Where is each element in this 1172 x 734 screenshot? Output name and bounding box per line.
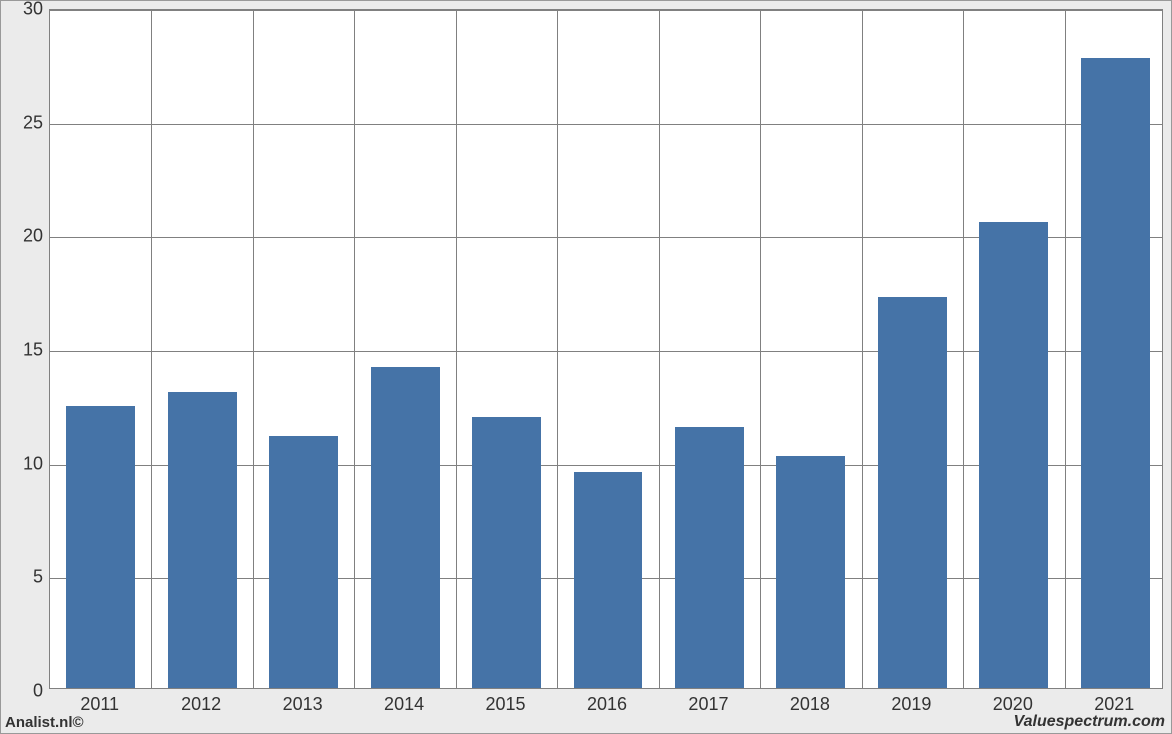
y-axis-label: 20 bbox=[3, 226, 43, 247]
footer-left: Analist.nl© bbox=[5, 714, 84, 731]
gridline-h bbox=[50, 124, 1162, 125]
plot-area bbox=[49, 9, 1163, 689]
gridline-v bbox=[151, 10, 152, 688]
gridline-v bbox=[253, 10, 254, 688]
x-axis-label: 2015 bbox=[486, 694, 526, 715]
bar-2018 bbox=[776, 456, 845, 688]
gridline-v bbox=[963, 10, 964, 688]
bar-2016 bbox=[574, 472, 643, 688]
bar-2021 bbox=[1081, 58, 1150, 688]
y-axis-label: 15 bbox=[3, 340, 43, 361]
x-axis-label: 2014 bbox=[384, 694, 424, 715]
bar-2012 bbox=[168, 392, 237, 688]
gridline-v bbox=[659, 10, 660, 688]
x-axis-label: 2019 bbox=[891, 694, 931, 715]
y-axis-label: 25 bbox=[3, 112, 43, 133]
x-axis-label: 2016 bbox=[587, 694, 627, 715]
bar-2011 bbox=[66, 406, 135, 688]
gridline-h bbox=[50, 10, 1162, 11]
x-axis-label: 2011 bbox=[80, 694, 119, 715]
x-axis-label: 2013 bbox=[283, 694, 323, 715]
gridline-v bbox=[760, 10, 761, 688]
x-axis-label: 2012 bbox=[181, 694, 221, 715]
x-axis-label: 2021 bbox=[1094, 694, 1134, 715]
gridline-v bbox=[354, 10, 355, 688]
bar-2019 bbox=[878, 297, 947, 688]
bar-2013 bbox=[269, 436, 338, 688]
y-axis-label: 5 bbox=[3, 567, 43, 588]
gridline-v bbox=[862, 10, 863, 688]
bar-2014 bbox=[371, 367, 440, 688]
gridline-v bbox=[456, 10, 457, 688]
y-axis-label: 30 bbox=[3, 0, 43, 20]
y-axis-label: 0 bbox=[3, 681, 43, 702]
chart-container: Analist.nl© Valuespectrum.com 0 5 10 15 20 25… bbox=[0, 0, 1172, 734]
bar-2020 bbox=[979, 222, 1048, 688]
x-axis-label: 2020 bbox=[993, 694, 1033, 715]
bar-2017 bbox=[675, 427, 744, 688]
x-axis-label: 2018 bbox=[790, 694, 830, 715]
footer-right: Valuespectrum.com bbox=[1014, 713, 1165, 731]
gridline-v bbox=[1065, 10, 1066, 688]
bar-2015 bbox=[472, 417, 541, 688]
y-axis-label: 10 bbox=[3, 453, 43, 474]
gridline-v bbox=[557, 10, 558, 688]
x-axis-label: 2017 bbox=[688, 694, 728, 715]
